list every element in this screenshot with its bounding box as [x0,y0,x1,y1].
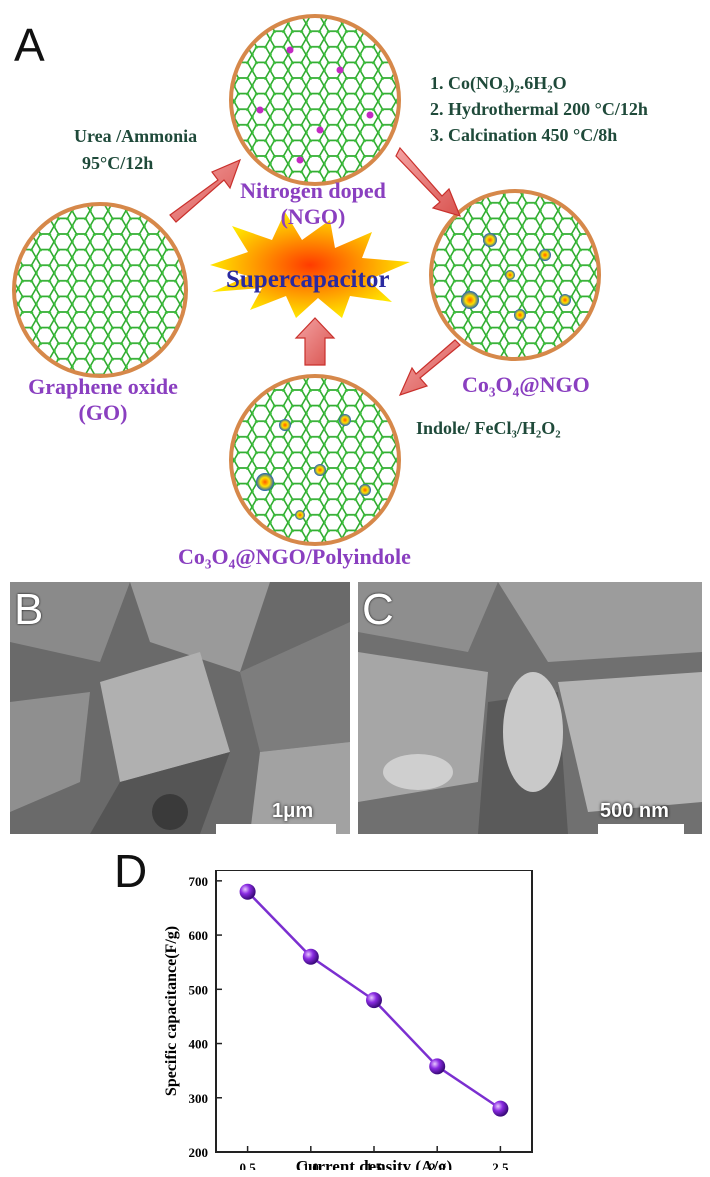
arrow-go-to-ngo [169,158,242,223]
x-tick-label: 2.5 [492,1160,509,1170]
x-tick-label: 1.5 [366,1160,383,1170]
x-tick-label: 2.0 [429,1160,445,1170]
x-tick-label: 1.0 [303,1160,319,1170]
ngo-label-line1: Nitrogen doped [240,178,386,203]
ngo-label: Nitrogen doped (NGO) [228,178,398,230]
data-point [429,1058,446,1075]
panel-b-letter: B [14,585,44,634]
step2-line2: 2. Hydrothermal 200 °C/12h [430,99,648,119]
step1-line1: Urea /Ammonia [74,126,198,146]
arrow-coNGO-to-final [398,339,461,396]
data-point [239,883,256,900]
step3-conditions: Indole/ FeCl₃/H₂O₂ [416,418,561,438]
panel-a-letter: A [14,19,45,71]
data-point [366,992,382,1009]
sem-texture-b [10,582,350,834]
step2-line1: 1. Co(NO₃)₂.6H₂O [430,73,567,93]
step1-line2: 95°C/12h [82,153,154,173]
scale-bar-b [216,824,336,834]
co-ngo-polyindole-circle [229,374,401,546]
y-tick-label: 400 [189,1037,209,1052]
scale-bar-c [598,824,684,834]
sem-image-b: B 1μm [10,582,350,834]
x-axis-label: Current density (A/g) [296,1157,452,1170]
final-product-label: Co₃O₄@NGO/Polyindole [178,544,411,569]
co-ngo-label: Co₃O₄@NGO [462,372,590,397]
data-point [302,948,319,965]
y-tick-label: 300 [189,1091,209,1106]
y-tick-label: 600 [189,928,209,943]
ngo-label-line2: (NGO) [280,204,346,229]
arrow-final-to-supercapacitor [294,317,336,366]
panel-c-letter: C [362,585,394,634]
plot-frame [215,870,533,1153]
sem-texture-c [358,582,702,834]
y-tick-label: 500 [189,982,209,997]
y-tick-label: 700 [189,874,209,889]
y-axis-label: Specific capacitance(F/g) [163,926,180,1096]
sem-image-c: C 500 nm [358,582,702,834]
arrow-ngo-to-coNGO [395,146,462,217]
scale-label-b: 1μm [272,800,314,822]
step1-conditions: Urea /Ammonia 95°C/12h [74,126,197,174]
step2-line3: 3. Calcination 450 °C/8h [430,125,618,145]
x-tick-label: 0.5 [239,1160,256,1170]
go-label: Graphene oxide (GO) [18,374,188,426]
y-tick-label: 200 [189,1145,209,1160]
ngo-sheet-circle [229,14,401,186]
supercapacitor-burst [210,212,410,318]
step2-conditions: 1. Co(NO₃)₂.6H₂O 2. Hydrothermal 200 °C/… [430,70,648,148]
data-point [492,1100,509,1117]
go-sheet-circle [12,202,188,378]
schematic-diagram [12,14,601,546]
supercapacitor-label: Supercapacitor [226,266,390,293]
scale-label-c: 500 nm [600,800,669,822]
go-label-line2: (GO) [78,400,128,425]
go-label-line1: Graphene oxide [28,374,178,399]
capacitance-chart: 200 300 400 500 600 700 0.5 1.0 1.5 2.0 2.5 Speci… [163,870,533,1170]
co-ngo-circle [429,189,601,361]
panel-d-letter: D [114,845,148,897]
